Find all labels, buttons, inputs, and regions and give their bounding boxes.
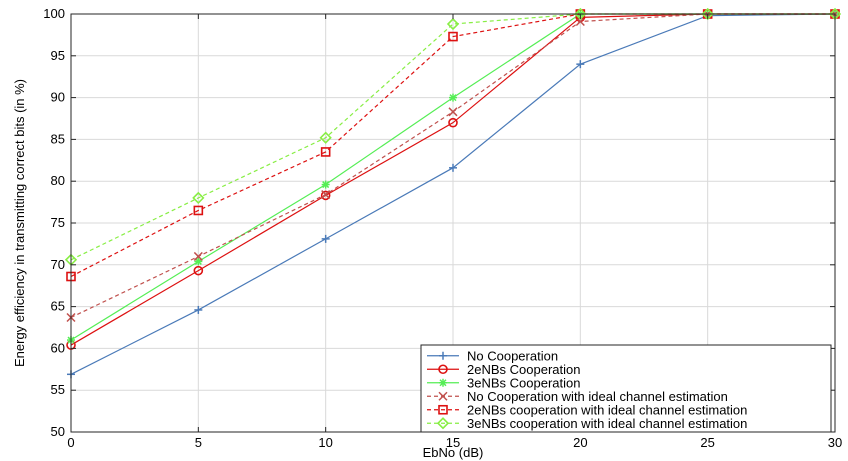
x-tick-label: 20 xyxy=(573,435,587,450)
legend-entry: 3eNBs cooperation with ideal channel est… xyxy=(427,416,747,431)
x-tick-label: 30 xyxy=(828,435,842,450)
x-axis-label: EbNo (dB) xyxy=(423,445,484,460)
data-point xyxy=(320,190,331,201)
legend-marker xyxy=(438,391,448,401)
y-tick-label: 50 xyxy=(51,424,65,439)
legend-marker xyxy=(436,417,450,430)
x-tick-label: 5 xyxy=(195,435,202,450)
data-point xyxy=(321,190,331,200)
series-line xyxy=(70,13,835,278)
y-tick-label: 75 xyxy=(51,215,65,230)
y-tick-label: 60 xyxy=(51,340,65,355)
data-point xyxy=(448,107,458,117)
y-tick-label: 95 xyxy=(51,48,65,63)
data-point xyxy=(449,163,457,172)
axis-ticks: 0 5 10 15 20 25 30 50 55 60 65 70 75 80 85 90 95 100 xyxy=(43,6,842,450)
legend-marker xyxy=(438,404,448,415)
legend-label: No Cooperation xyxy=(467,348,558,363)
y-tick-label: 85 xyxy=(51,131,65,146)
legend-entry: No Cooperation xyxy=(427,348,558,363)
legend-label: No Cooperation with ideal channel estima… xyxy=(467,389,728,404)
legend-label: 2eNBs Cooperation xyxy=(467,362,580,377)
data-point xyxy=(576,60,585,69)
y-tick-label: 65 xyxy=(51,299,65,314)
data-point xyxy=(194,305,203,314)
legend-marker xyxy=(439,378,447,387)
legend-label: 3eNBs Cooperation xyxy=(467,375,580,390)
data-point xyxy=(321,234,330,243)
y-tick-label: 100 xyxy=(43,6,65,21)
data-point xyxy=(321,180,330,189)
data-point xyxy=(448,117,458,128)
legend-entry: 2eNBs cooperation with ideal channel est… xyxy=(427,402,747,417)
y-tick-label: 90 xyxy=(51,90,65,105)
y-tick-label: 70 xyxy=(51,257,65,272)
data-point xyxy=(192,191,205,205)
data-point xyxy=(448,31,458,42)
x-tick-label: 10 xyxy=(318,435,332,450)
data-point xyxy=(446,17,460,31)
legend-label: 2eNBs cooperation with ideal channel est… xyxy=(467,402,747,417)
legend-box xyxy=(420,344,832,433)
data-point xyxy=(449,93,457,102)
data-point xyxy=(193,205,204,216)
legend-entry: 3eNBs Cooperation xyxy=(427,375,580,390)
data-point xyxy=(319,131,332,144)
legend-marker xyxy=(439,351,447,360)
legend-marker xyxy=(438,364,448,375)
legend-label: 3eNBs cooperation with ideal channel est… xyxy=(467,416,747,431)
x-tick-label: 25 xyxy=(700,435,714,450)
y-tick-label: 80 xyxy=(51,173,65,188)
data-point xyxy=(193,265,204,276)
x-tick-label: 15 xyxy=(446,435,460,450)
legend-entry: 2eNBs Cooperation xyxy=(427,362,580,377)
legend-entry: No Cooperation with ideal channel estima… xyxy=(427,389,728,404)
data-point xyxy=(193,251,203,261)
data-point xyxy=(575,16,585,27)
x-tick-label: 0 xyxy=(67,435,74,450)
data-point xyxy=(320,147,331,157)
y-tick-label: 55 xyxy=(51,382,65,397)
y-axis-label: Energy efficiency in transmitting correc… xyxy=(12,79,27,367)
